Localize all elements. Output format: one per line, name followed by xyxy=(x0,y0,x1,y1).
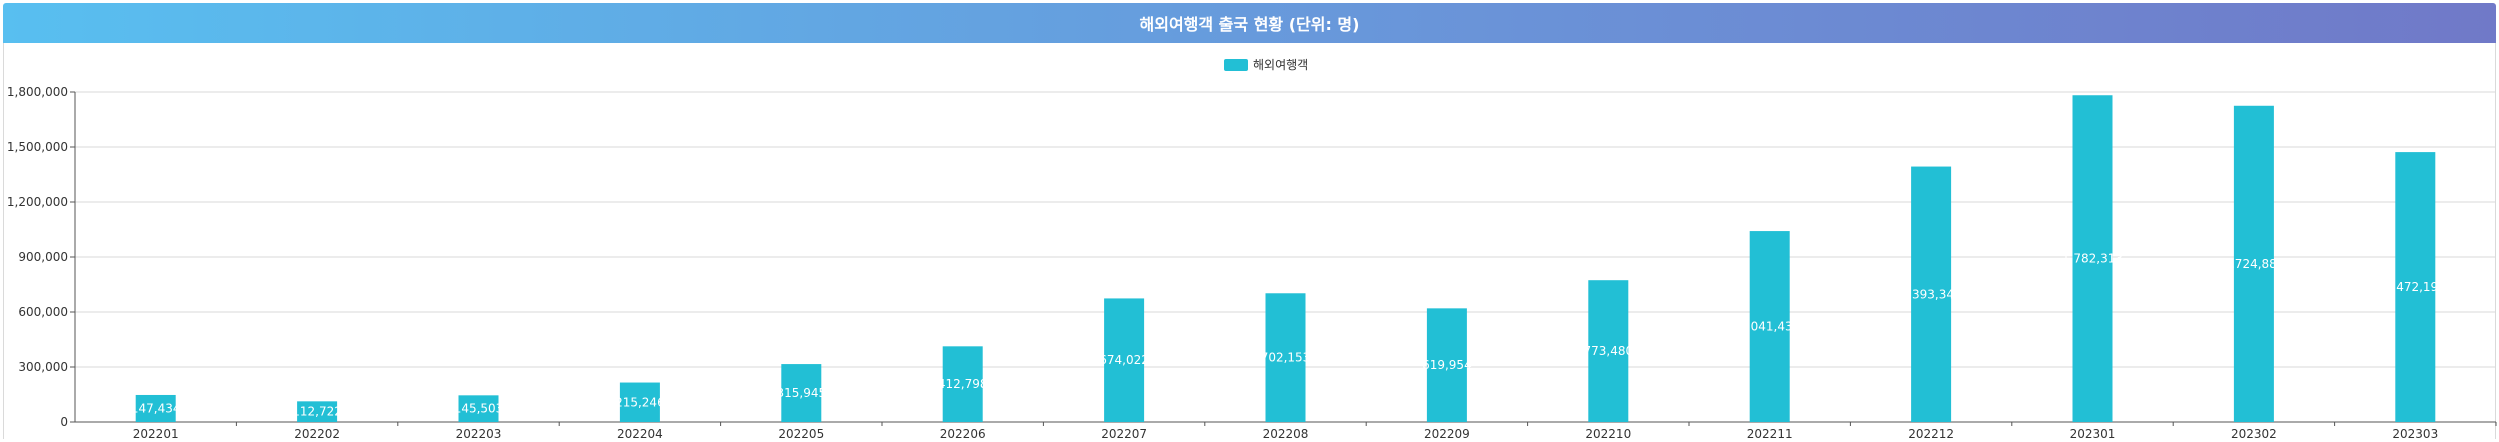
bar-value-label: 674,022 xyxy=(1099,353,1149,367)
x-tick-label: 202212 xyxy=(1908,427,1954,441)
bar[interactable] xyxy=(458,395,499,422)
bar[interactable] xyxy=(297,401,338,422)
x-tick-label: 202203 xyxy=(456,427,502,441)
y-tick-label: 900,000 xyxy=(18,250,68,264)
bar-value-label: 145,503 xyxy=(454,402,504,416)
x-tick-label: 202206 xyxy=(940,427,986,441)
x-tick-label: 202208 xyxy=(1263,427,1309,441)
x-tick-label: 202205 xyxy=(778,427,824,441)
bar[interactable] xyxy=(942,346,983,422)
bar[interactable] xyxy=(619,382,660,422)
x-tick-label: 202204 xyxy=(617,427,663,441)
x-tick-label: 202201 xyxy=(133,427,179,441)
bar[interactable] xyxy=(2395,152,2436,422)
x-tick-label: 202202 xyxy=(294,427,340,441)
y-tick-label: 0 xyxy=(60,415,68,429)
legend[interactable]: 해외여행객 xyxy=(1224,57,1308,72)
y-axis: 0 300,000 600,000 900,000 1,200,000 1,500,000… xyxy=(7,85,76,429)
bar[interactable] xyxy=(2072,95,2113,422)
bar-value-label: 147,434 xyxy=(131,401,181,415)
x-tick-label: 202209 xyxy=(1424,427,1470,441)
bar[interactable] xyxy=(1426,308,1467,422)
legend-label: 해외여행객 xyxy=(1253,57,1308,72)
bar[interactable] xyxy=(1911,166,1952,422)
bar-value-label: 215,246 xyxy=(615,395,665,409)
chart-title: 해외여행객 출국 현황 (단위: 명) xyxy=(1139,15,1360,34)
x-tick-label: 202210 xyxy=(1585,427,1631,441)
x-tick-label: 202301 xyxy=(2070,427,2116,441)
bar-value-label: 112,722 xyxy=(292,405,342,419)
bar[interactable] xyxy=(135,394,176,422)
bar[interactable] xyxy=(1749,231,1790,422)
bar-value-label: 1,724,880 xyxy=(2223,257,2284,271)
y-tick-label: 1,200,000 xyxy=(7,195,68,209)
bar[interactable] xyxy=(1265,293,1306,422)
x-axis: 202201 202202 202203 202204 202205 202206 2022… xyxy=(133,422,2497,441)
chart-panel xyxy=(3,43,2496,439)
bar[interactable] xyxy=(1588,280,1629,422)
bar-value-label: 619,954 xyxy=(1422,358,1472,372)
bar[interactable] xyxy=(1104,298,1145,422)
bar-value-label: 315,945 xyxy=(776,386,826,400)
bar-value-label: 412,798 xyxy=(938,377,988,391)
bar-value-label: 1,782,313 xyxy=(2062,252,2123,266)
bar-value-label: 702,153 xyxy=(1261,351,1311,365)
x-tick-label: 202207 xyxy=(1101,427,1147,441)
x-tick-label: 202302 xyxy=(2231,427,2277,441)
legend-swatch xyxy=(1224,59,1248,71)
x-tick-label: 202211 xyxy=(1747,427,1793,441)
chart-title-bar: 해외여행객 출국 현황 (단위: 명) xyxy=(3,3,2496,43)
bar[interactable] xyxy=(2233,105,2274,422)
bar-series xyxy=(135,95,2436,422)
x-tick-label: 202303 xyxy=(2392,427,2438,441)
bar-value-label: 1,393,343 xyxy=(1901,287,1962,301)
bar[interactable] xyxy=(781,364,822,422)
y-tick-label: 600,000 xyxy=(18,305,68,319)
bar-value-label: 1,041,431 xyxy=(1739,320,1800,334)
y-tick-label: 300,000 xyxy=(18,360,68,374)
bar-value-label: 773,480 xyxy=(1583,344,1633,358)
data-labels: 147,434 112,722 145,503 215,246 315,945 412,7… xyxy=(131,252,2446,419)
y-tick-label: 1,500,000 xyxy=(7,140,68,154)
bar-value-label: 1,472,193 xyxy=(2385,280,2446,294)
y-tick-label: 1,800,000 xyxy=(7,85,68,99)
